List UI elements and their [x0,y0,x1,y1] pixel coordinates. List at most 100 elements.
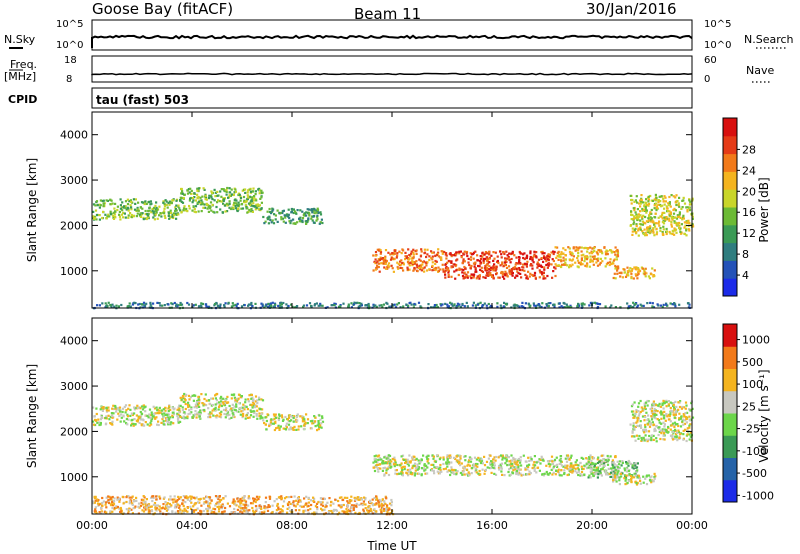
velocity-data-cell [237,397,240,400]
power-data-cell [292,208,295,211]
velocity-data-cell [505,460,508,463]
power-data-cell [648,214,651,217]
power-data-cell [428,258,431,262]
power-data-cell [664,218,667,221]
power-data-cell [640,304,643,307]
velocity-data-cell [670,409,673,412]
velocity-data-cell [651,421,654,424]
power-data-cell [416,266,419,269]
velocity-data-cell [678,412,681,415]
power-data-cell [285,303,288,306]
power-data-cell [448,260,451,263]
power-data-cell [166,206,169,209]
velocity-data-cell [673,425,676,429]
velocity-data-cell [640,439,643,442]
power-data-cell [229,191,232,194]
power-data-cell [402,263,405,266]
velocity-data-cell [199,413,202,416]
power-data-cell [630,277,633,280]
velocity-data-cell [332,509,335,512]
power-data-cell [636,304,639,307]
power-data-cell [133,301,136,304]
power-colorbar-label: Power [dB] [757,177,771,242]
velocity-data-cell [597,473,600,476]
power-data-cell [628,269,631,272]
velocity-data-cell [142,404,145,407]
power-data-cell [683,232,686,235]
velocity-data-cell [387,455,390,458]
power-data-cell [612,276,615,280]
velocity-data-cell [634,439,637,442]
power-data-cell [440,304,443,307]
power-data-cell [243,199,246,202]
velocity-data-cell [144,414,147,417]
power-data-cell [263,222,266,225]
velocity-data-cell [116,407,119,410]
power-data-cell [563,302,566,305]
power-data-cell [492,259,495,262]
power-data-cell [164,216,167,219]
velocity-data-cell [218,415,221,418]
power-data-cell [653,204,656,207]
velocity-data-cell [235,403,238,406]
velocity-data-cell [624,483,627,486]
velocity-data-cell [467,463,470,466]
velocity-data-cell [640,438,644,441]
velocity-data-cell [241,406,244,409]
velocity-data-cell [616,473,619,476]
velocity-data-cell [220,512,223,515]
power-data-cell [287,213,290,216]
velocity-data-cell [130,422,134,425]
velocity-data-cell [673,437,676,440]
power-data-cell [155,206,158,209]
power-data-cell [553,266,556,269]
power-data-cell [493,257,496,260]
velocity-data-cell [633,416,636,419]
power-data-cell [230,305,233,308]
power-data-cell [388,265,391,268]
velocity-data-cell [464,459,467,462]
power-data-cell [525,277,528,280]
velocity-data-cell [343,496,346,499]
power-data-cell [191,201,194,204]
velocity-data-cell [627,474,630,477]
velocity-data-cell [589,467,592,470]
power-data-cell [486,259,489,262]
power-data-cell [237,201,240,204]
velocity-data-cell [296,503,299,506]
power-data-cell [531,257,534,260]
velocity-data-cell [195,405,198,408]
nsky-label: N.Sky [4,33,36,46]
velocity-data-cell [230,407,233,410]
power-data-cell [101,302,104,305]
power-data-cell [298,217,301,220]
power-data-cell [167,201,170,205]
velocity-data-cell [303,497,306,500]
power-data-cell [175,304,178,308]
power-data-cell [476,275,479,278]
power-data-cell [261,191,264,194]
velocity-data-cell [348,510,352,513]
velocity-data-cell [444,467,447,470]
power-data-cell [138,302,141,306]
velocity-data-cell [166,416,170,419]
velocity-data-cell [530,457,533,461]
velocity-data-cell [373,503,376,506]
velocity-data-cell [234,400,237,403]
power-data-cell [673,302,676,305]
velocity-data-cell [446,459,449,462]
power-data-cell [530,263,533,266]
power-data-cell [649,225,652,228]
power-data-cell [188,207,191,210]
velocity-data-cell [211,397,214,400]
power-data-cell [648,277,651,280]
power-data-cell [481,270,485,273]
velocity-data-cell [454,469,457,472]
velocity-data-cell [239,497,242,501]
power-data-cell [449,301,452,304]
power-data-cell [653,216,656,219]
power-data-cell [651,221,655,224]
power-data-cell [293,306,296,309]
power-data-cell [516,262,520,265]
velocity-data-cell [377,503,380,506]
